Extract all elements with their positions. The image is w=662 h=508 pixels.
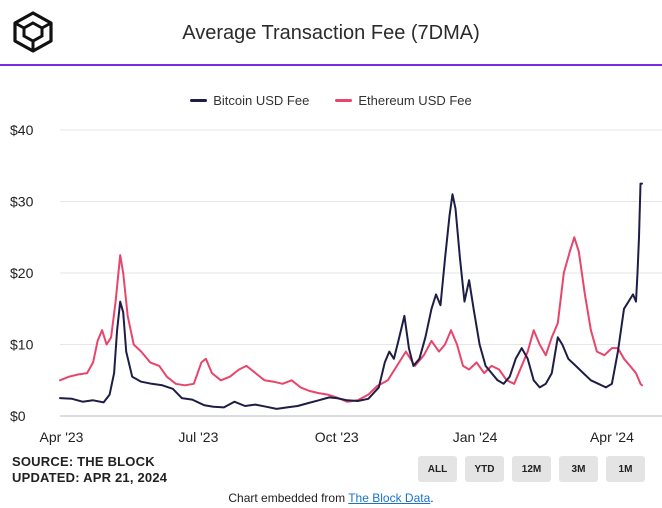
y-tick-label: $30 [10,194,34,210]
chart-source-info: SOURCE: THE BLOCK UPDATED: APR 21, 2024 [12,454,167,486]
y-tick-label: $40 [10,122,34,138]
series-line-ethereum-usd-fee [59,236,643,403]
the-block-data-link[interactable]: The Block Data [348,491,431,505]
legend-item-bitcoin[interactable]: Bitcoin USD Fee [190,93,309,108]
legend-label-ethereum: Ethereum USD Fee [358,93,472,108]
legend-label-bitcoin: Bitcoin USD Fee [213,93,310,108]
source-text: SOURCE: THE BLOCK [12,454,155,469]
range-selector: ALL YTD 12M 3M 1M [418,456,645,482]
range-button-all[interactable]: ALL [418,456,457,482]
range-button-3m[interactable]: 3M [559,456,598,482]
x-tick-label: Apr '23 [40,429,84,445]
chart-header: Average Transaction Fee (7DMA) [0,0,662,66]
x-tick-label: Jan '24 [453,429,498,445]
y-tick-label: $0 [10,408,26,424]
x-tick-label: Apr '24 [590,429,634,445]
legend-swatch-bitcoin [190,99,208,102]
embed-suffix: . [430,491,434,505]
the-block-logo-icon[interactable] [11,10,55,54]
chart-title: Average Transaction Fee (7DMA) [182,22,480,44]
legend-item-ethereum[interactable]: Ethereum USD Fee [335,93,472,108]
legend-swatch-ethereum [335,99,353,102]
range-button-1m[interactable]: 1M [606,456,645,482]
y-tick-label: $10 [10,337,34,353]
chart-legend: Bitcoin USD Fee Ethereum USD Fee [0,93,662,108]
embed-prefix: Chart embedded from [228,491,349,505]
x-tick-label: Jul '23 [178,429,218,445]
updated-text: UPDATED: APR 21, 2024 [12,470,168,485]
embed-note: Chart embedded from The Block Data. [0,491,662,505]
range-button-ytd[interactable]: YTD [465,456,504,482]
x-tick-label: Oct '23 [315,429,359,445]
range-button-12m[interactable]: 12M [512,456,551,482]
y-tick-label: $20 [10,265,34,281]
fee-line-chart: $0 $10 $20 $30 $40 Apr '23 Jul '23 Oct '23 Jan '… [10,122,662,445]
series-line-bitcoin-usd-fee [59,182,643,410]
